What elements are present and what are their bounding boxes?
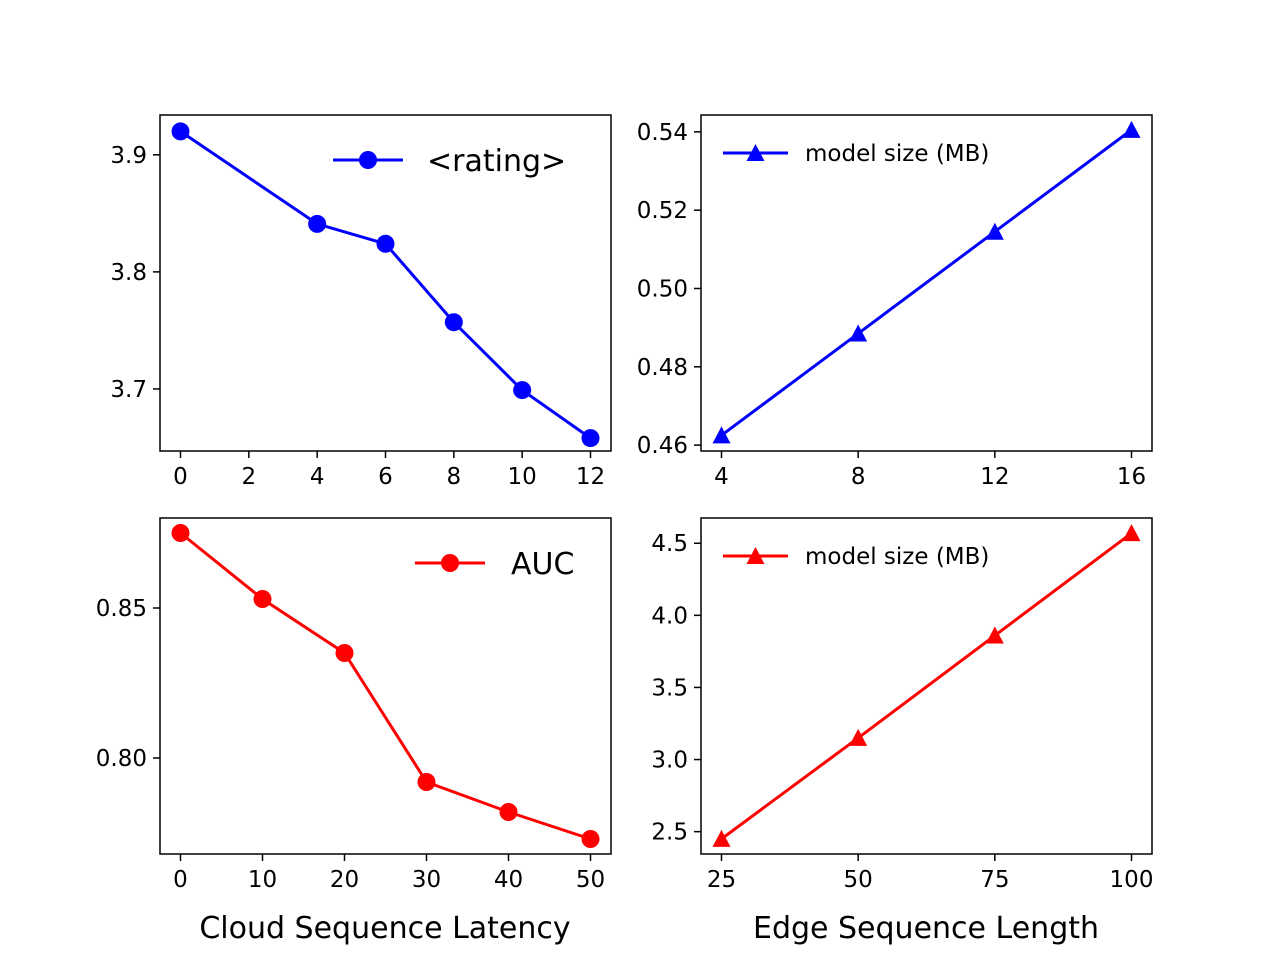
data-point-modelsize-top-0 <box>712 426 731 444</box>
series-line-modelsize-bottom <box>720 531 1133 841</box>
data-point-modelsize-bottom-1 <box>849 728 868 746</box>
y-tick-label-modelsize-top-1: 0.48 <box>637 355 688 381</box>
x-tick-label-rating-3: 6 <box>378 464 393 490</box>
legend-label-auc: AUC <box>511 547 574 582</box>
y-tick-label-rating-1: 3.8 <box>110 260 147 286</box>
data-point-modelsize-bottom-2 <box>985 626 1004 644</box>
legend-marker-auc <box>441 554 459 572</box>
series-line-rating <box>179 130 592 440</box>
axes-frame-modelsize-bottom <box>700 517 1153 855</box>
y-tick-label-modelsize-top-0: 0.46 <box>637 433 688 459</box>
axes-frame-rating <box>159 114 612 452</box>
y-tick-label-auc-1: 0.85 <box>96 596 147 622</box>
data-point-auc-3 <box>417 773 436 791</box>
y-tick-label-rating-0: 3.7 <box>110 377 147 403</box>
legend-auc: AUC <box>415 547 574 582</box>
x-tick-label-modelsize-bottom-2: 75 <box>980 867 1009 893</box>
x-axis-title-edge-length: Edge Sequence Length <box>753 911 1099 946</box>
y-tick-label-modelsize-bottom-3: 4.0 <box>651 603 688 629</box>
data-point-modelsize-top-2 <box>985 222 1004 240</box>
legend-modelsize-bottom: model size (MB) <box>723 544 989 570</box>
legend-modelsize-top: model size (MB) <box>723 141 989 167</box>
data-point-rating-2 <box>376 234 395 253</box>
axes-frame-auc <box>159 517 612 855</box>
x-tick-label-rating-1: 2 <box>242 464 257 490</box>
data-point-rating-4 <box>513 381 532 400</box>
plot-area-modelsize-bottom: 25 50 75 100 2.5 3.0 3.5 4.0 4.5 <box>651 524 1153 893</box>
y-tick-label-auc-0: 0.80 <box>96 746 147 772</box>
x-tick-label-rating-5: 10 <box>508 464 537 490</box>
legend-label-rating: <rating> <box>427 144 566 179</box>
axes-frame-modelsize-top <box>700 114 1153 452</box>
data-point-auc-1 <box>253 590 272 608</box>
x-tick-label-rating-0: 0 <box>173 464 188 490</box>
legend-marker-modelsize-top <box>746 144 765 161</box>
subplot-modelsize-top: 4 8 12 16 0.46 0.48 0.50 0.52 0.54 model size (M… <box>637 114 1153 490</box>
data-point-rating-0 <box>171 122 190 141</box>
x-axis-title-latency: Cloud Sequence Latency <box>199 911 570 946</box>
legend-label-modelsize-top: model size (MB) <box>805 141 989 167</box>
subplot-modelsize-bottom: 25 50 75 100 2.5 3.0 3.5 4.0 4.5 model size (MB)… <box>651 517 1153 946</box>
series-line-auc <box>179 531 591 841</box>
x-tick-label-modelsize-top-3: 16 <box>1117 464 1146 490</box>
plot-area-rating: 0 2 4 6 8 10 12 3.7 3.8 3.9 <box>110 122 605 490</box>
x-tick-label-rating-2: 4 <box>310 464 325 490</box>
data-point-rating-3 <box>444 313 463 332</box>
x-tick-label-modelsize-top-0: 4 <box>714 464 729 490</box>
subplot-rating-vs-latency: 0 2 4 6 8 10 12 3.7 3.8 3.9 <rating> <box>110 114 612 490</box>
y-tick-label-modelsize-top-2: 0.50 <box>637 276 688 302</box>
x-tick-label-auc-0: 0 <box>173 867 188 893</box>
data-point-rating-5 <box>581 429 600 448</box>
data-point-auc-0 <box>171 524 190 542</box>
x-tick-label-modelsize-top-1: 8 <box>851 464 866 490</box>
x-tick-label-auc-2: 20 <box>330 867 359 893</box>
data-point-modelsize-bottom-3 <box>1122 524 1141 542</box>
x-tick-label-rating-6: 12 <box>576 464 605 490</box>
data-point-modelsize-bottom-0 <box>712 829 731 847</box>
series-line-modelsize-top <box>720 128 1133 437</box>
x-tick-label-modelsize-bottom-1: 50 <box>844 867 873 893</box>
plot-area-modelsize-top: 4 8 12 16 0.46 0.48 0.50 0.52 0.54 <box>637 120 1146 490</box>
y-tick-label-modelsize-bottom-4: 4.5 <box>651 531 688 557</box>
data-point-modelsize-top-3 <box>1122 120 1141 138</box>
y-tick-label-modelsize-bottom-2: 3.5 <box>651 675 688 701</box>
y-tick-label-modelsize-bottom-0: 2.5 <box>651 820 688 846</box>
data-point-auc-2 <box>335 644 354 662</box>
x-tick-label-modelsize-bottom-3: 100 <box>1110 867 1154 893</box>
x-tick-label-auc-1: 10 <box>248 867 277 893</box>
y-tick-label-rating-2: 3.9 <box>110 143 147 169</box>
y-tick-label-modelsize-top-3: 0.52 <box>637 198 688 224</box>
x-tick-label-auc-5: 50 <box>576 867 605 893</box>
legend-marker-rating <box>359 151 377 169</box>
subplot-auc-vs-latency: 0 10 20 30 40 50 0.80 0.85 AUC Cloud Sequence L… <box>96 517 612 946</box>
x-tick-label-rating-4: 8 <box>447 464 462 490</box>
data-point-rating-1 <box>308 214 327 233</box>
y-tick-label-modelsize-bottom-1: 3.0 <box>651 748 688 774</box>
data-point-auc-4 <box>499 803 518 821</box>
data-point-modelsize-top-1 <box>849 324 868 342</box>
legend-marker-modelsize-bottom <box>746 547 765 564</box>
plot-area-auc: 0 10 20 30 40 50 0.80 0.85 <box>96 524 605 893</box>
data-point-auc-5 <box>581 830 600 848</box>
x-tick-label-modelsize-bottom-0: 25 <box>707 867 736 893</box>
x-tick-label-auc-4: 40 <box>494 867 523 893</box>
legend-rating: <rating> <box>333 144 566 179</box>
y-tick-label-modelsize-top-4: 0.54 <box>637 120 688 146</box>
x-tick-label-modelsize-top-2: 12 <box>980 464 1009 490</box>
x-tick-label-auc-3: 30 <box>412 867 441 893</box>
legend-label-modelsize-bottom: model size (MB) <box>805 544 989 570</box>
